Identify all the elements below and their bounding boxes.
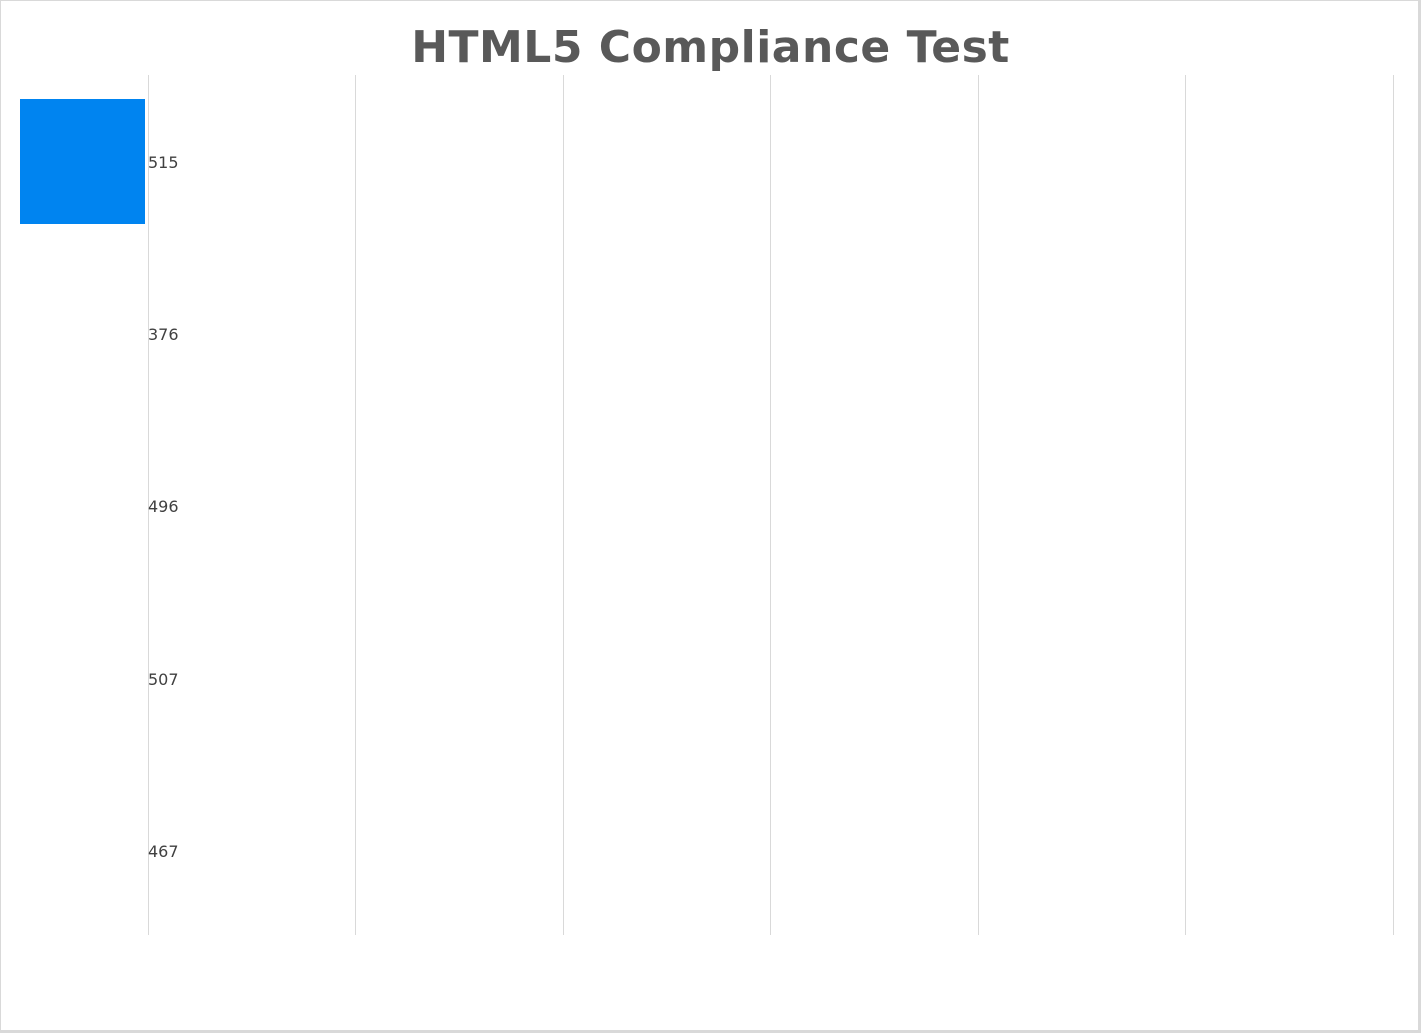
plot-area: 515 376 496 507 467 xyxy=(148,75,1394,935)
data-label-chrome: 507 xyxy=(148,670,179,689)
data-label-internet-explorer: 376 xyxy=(148,325,179,344)
gridline xyxy=(148,75,149,935)
chart-title: HTML5 Compliance Test xyxy=(411,22,1010,73)
gridline xyxy=(770,75,771,935)
gridline xyxy=(978,75,979,935)
data-label-opera: 496 xyxy=(148,497,179,516)
maxthon-logo-icon xyxy=(20,99,145,224)
gridline xyxy=(355,75,356,935)
gridline xyxy=(563,75,564,935)
gridline xyxy=(1185,75,1186,935)
data-label-maxthon: 515 xyxy=(148,153,179,172)
data-label-firefox: 467 xyxy=(148,842,179,861)
gridline xyxy=(1393,75,1394,935)
